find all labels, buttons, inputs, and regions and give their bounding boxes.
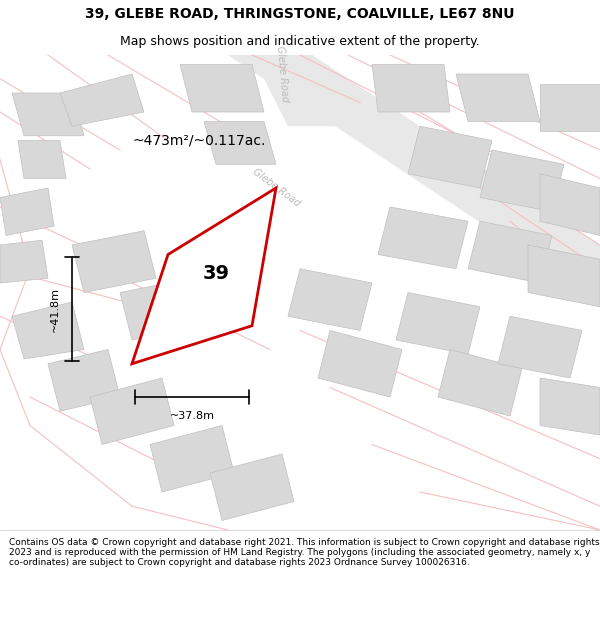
Polygon shape bbox=[288, 269, 372, 331]
Text: 39: 39 bbox=[203, 264, 229, 283]
Polygon shape bbox=[12, 93, 84, 136]
Polygon shape bbox=[528, 245, 600, 307]
Polygon shape bbox=[180, 64, 264, 112]
Polygon shape bbox=[0, 240, 48, 283]
Polygon shape bbox=[540, 174, 600, 236]
Polygon shape bbox=[210, 454, 294, 521]
Polygon shape bbox=[204, 121, 276, 164]
Polygon shape bbox=[318, 331, 402, 397]
Polygon shape bbox=[18, 141, 66, 179]
Text: Glebe Road: Glebe Road bbox=[275, 46, 289, 102]
Polygon shape bbox=[90, 378, 174, 444]
Text: Contains OS data © Crown copyright and database right 2021. This information is : Contains OS data © Crown copyright and d… bbox=[9, 538, 599, 568]
Polygon shape bbox=[60, 74, 144, 126]
Polygon shape bbox=[498, 316, 582, 378]
Polygon shape bbox=[456, 74, 540, 121]
Text: ~473m²/~0.117ac.: ~473m²/~0.117ac. bbox=[132, 134, 265, 148]
Polygon shape bbox=[372, 64, 450, 112]
Polygon shape bbox=[540, 378, 600, 435]
Polygon shape bbox=[252, 55, 348, 126]
Polygon shape bbox=[12, 302, 84, 359]
Polygon shape bbox=[438, 349, 522, 416]
Polygon shape bbox=[468, 221, 552, 283]
Polygon shape bbox=[378, 207, 468, 269]
Text: ~37.8m: ~37.8m bbox=[170, 411, 215, 421]
Polygon shape bbox=[48, 349, 120, 411]
Text: Glebe Road: Glebe Road bbox=[250, 167, 302, 209]
Polygon shape bbox=[540, 84, 600, 131]
Polygon shape bbox=[72, 231, 156, 292]
Polygon shape bbox=[150, 426, 234, 492]
Polygon shape bbox=[480, 150, 564, 212]
Polygon shape bbox=[0, 188, 54, 236]
Polygon shape bbox=[228, 55, 600, 302]
Polygon shape bbox=[396, 292, 480, 354]
Polygon shape bbox=[132, 188, 276, 364]
Text: 39, GLEBE ROAD, THRINGSTONE, COALVILLE, LE67 8NU: 39, GLEBE ROAD, THRINGSTONE, COALVILLE, … bbox=[85, 7, 515, 21]
Text: ~41.8m: ~41.8m bbox=[50, 287, 60, 332]
Polygon shape bbox=[120, 278, 204, 340]
Polygon shape bbox=[408, 126, 492, 188]
Text: Map shows position and indicative extent of the property.: Map shows position and indicative extent… bbox=[120, 35, 480, 48]
